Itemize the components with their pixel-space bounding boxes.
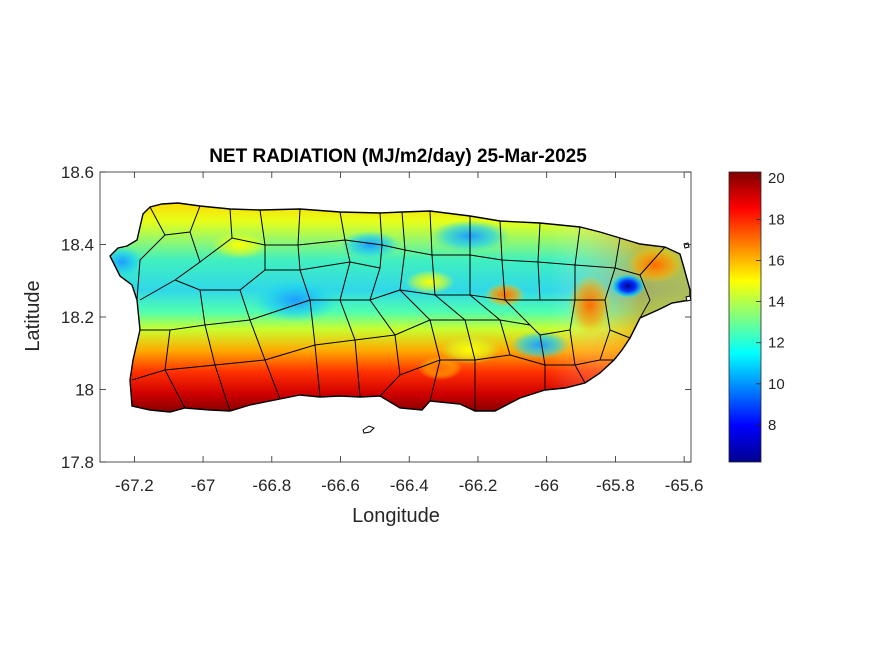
colorbar-tick-label: 14 <box>768 294 785 311</box>
municipality-boundaries <box>131 205 666 412</box>
colorbar-tick-label: 18 <box>768 211 785 228</box>
x-tick-label: -65.6 <box>665 476 704 495</box>
x-tick-label: -66.2 <box>459 476 498 495</box>
colorbar <box>728 171 762 463</box>
y-tick-label: 18 <box>75 381 94 400</box>
y-tick-label: 18.4 <box>61 236 94 255</box>
x-tick-label: -66 <box>534 476 559 495</box>
y-tick-label: 18.2 <box>61 308 94 327</box>
y-tick-label: 18.6 <box>61 163 94 182</box>
colorbar-tick-label: 8 <box>768 417 776 434</box>
x-tick-label: -66.8 <box>252 476 291 495</box>
x-tick-label: -67.2 <box>115 476 154 495</box>
colorbar-tick-label: 16 <box>768 252 785 269</box>
x-axis: -67.2 -67 -66.8 -66.6 -66.4 -66.2 -66 -65.8 -65.… <box>115 172 704 495</box>
x-tick-label: -66.6 <box>321 476 360 495</box>
colorbar-tick-label: 20 <box>768 170 785 187</box>
x-tick-label: -67 <box>191 476 216 495</box>
y-axis-label: Latitude <box>22 280 44 351</box>
x-tick-label: -65.8 <box>596 476 635 495</box>
colorbar-tick-label: 12 <box>768 335 785 352</box>
y-axis: 17.8 18 18.2 18.4 18.6 <box>61 163 691 472</box>
map-title: NET RADIATION (MJ/m2/day) 25-Mar-2025 <box>209 146 587 167</box>
y-tick-label: 17.8 <box>61 453 94 472</box>
colorbar-ticks: 8 10 12 14 16 18 20 <box>756 170 785 434</box>
x-axis-label: Longitude <box>352 505 440 527</box>
x-tick-label: -66.4 <box>390 476 429 495</box>
colorbar-tick-label: 10 <box>768 376 785 393</box>
